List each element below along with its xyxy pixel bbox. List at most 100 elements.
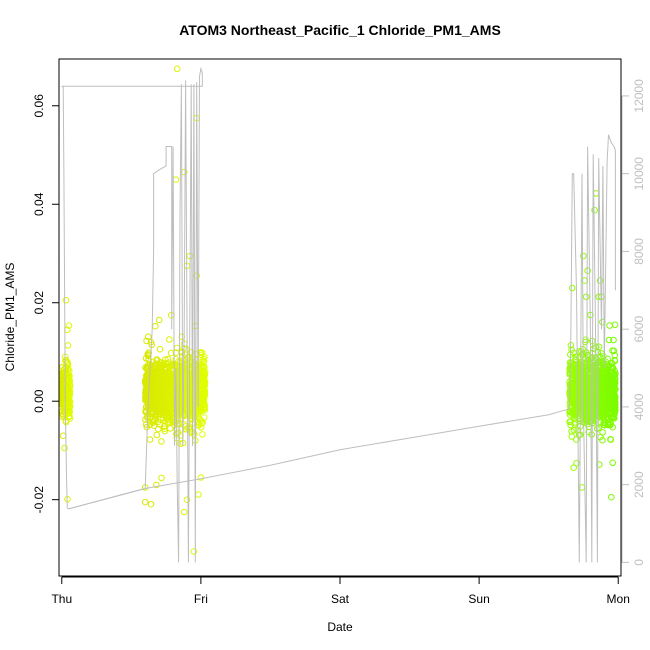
y-tick-label: 0.04 (32, 192, 46, 216)
data-point (576, 365, 583, 373)
data-point (65, 373, 72, 381)
data-point (66, 413, 73, 420)
x-tick-label: Thu (51, 592, 72, 606)
data-point (197, 424, 205, 431)
y-tick-label: 0.02 (32, 291, 46, 315)
data-point-outlier (59, 432, 67, 440)
y2-tick-label: 2000 (632, 471, 646, 498)
y-tick-label: 0.06 (32, 94, 46, 118)
data-point (567, 405, 575, 412)
data-point (150, 362, 158, 369)
data-point (188, 429, 195, 437)
data-point (611, 415, 618, 422)
data-point (62, 363, 69, 371)
data-point (167, 405, 175, 412)
y2-tick-label: 12000 (632, 79, 646, 113)
data-point (585, 365, 593, 372)
data-point (568, 346, 575, 354)
data-point (187, 366, 195, 374)
y-axis-right: 0 2000 4000 6000 8000 10000 12000 (621, 79, 646, 566)
data-point (593, 409, 601, 417)
data-point (566, 411, 574, 418)
data-point (156, 345, 164, 353)
data-point (162, 383, 169, 391)
data-point (165, 368, 173, 375)
data-point (66, 376, 73, 384)
data-point (150, 422, 158, 430)
data-point (160, 414, 167, 422)
data-point-outlier (180, 508, 188, 516)
data-point-outlier (141, 498, 149, 506)
data-point (163, 414, 171, 422)
data-point (588, 431, 596, 438)
data-point (151, 372, 159, 380)
data-point-outlier (190, 548, 198, 555)
data-point (598, 389, 606, 397)
data-point (160, 396, 167, 403)
data-point (575, 431, 583, 439)
data-point (198, 420, 206, 427)
data-point-outlier (173, 65, 181, 73)
data-point (63, 404, 70, 412)
data-point-outlier (193, 272, 200, 279)
data-point (156, 401, 164, 409)
series-line-0-1 (68, 134, 616, 563)
data-point (582, 395, 589, 403)
data-point (199, 392, 207, 399)
x-tick-label: Sat (331, 592, 350, 606)
data-point (602, 358, 610, 366)
data-point (152, 322, 159, 330)
plot-frame (58, 58, 622, 577)
data-point (611, 371, 618, 379)
data-point (612, 400, 619, 408)
data-point (604, 416, 612, 423)
x-axis: Thu Fri Sat Sun Mon (51, 576, 630, 606)
data-point (158, 438, 165, 445)
y-axis-label: Chloride_PM1_AMS (3, 263, 17, 372)
data-point (196, 407, 203, 415)
data-point (579, 369, 586, 376)
data-point (185, 424, 192, 431)
data-point (143, 388, 151, 396)
data-point (188, 359, 195, 366)
data-point (599, 380, 606, 388)
data-point (611, 321, 619, 329)
data-point (155, 425, 162, 433)
data-point-outlier (197, 474, 205, 481)
data-point (166, 336, 173, 343)
data-point (573, 385, 580, 392)
data-point-outlier (582, 293, 590, 301)
data-point (611, 410, 618, 418)
data-point (158, 474, 165, 482)
y-tick-label: 0.00 (32, 389, 46, 413)
data-point-outlier (183, 496, 191, 504)
data-point (200, 357, 208, 365)
data-point (200, 405, 208, 413)
data-point (607, 436, 614, 443)
data-point (146, 388, 153, 395)
data-point (143, 337, 150, 345)
data-point (150, 379, 158, 387)
data-point (187, 348, 195, 356)
secondary-line (61, 66, 616, 563)
data-point (606, 402, 613, 410)
data-point (162, 375, 170, 383)
y2-tick-label: 0 (632, 559, 646, 566)
data-point (611, 406, 618, 414)
data-point (600, 352, 607, 360)
data-point (142, 364, 149, 372)
data-point (610, 336, 617, 344)
x-tick-label: Sun (468, 592, 489, 606)
data-point (593, 343, 600, 351)
data-point (604, 413, 612, 421)
x-tick-label: Mon (607, 592, 630, 606)
data-point (160, 361, 167, 369)
data-point-outlier (153, 481, 160, 489)
data-point (156, 397, 164, 405)
data-point (199, 431, 206, 438)
data-point (200, 375, 208, 383)
y-axis-left: -0.02 0.00 0.02 0.04 0.06 (32, 94, 60, 513)
data-point-outlier (61, 444, 68, 452)
data-point (605, 336, 613, 344)
